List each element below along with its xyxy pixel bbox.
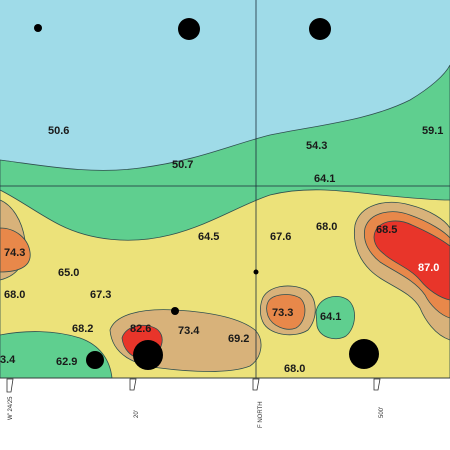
contour-band-87-right bbox=[373, 220, 450, 301]
contour-value-label: 73.3 bbox=[272, 307, 293, 319]
contour-value-label: 59.1 bbox=[422, 125, 443, 137]
contour-value-label: 64.5 bbox=[198, 231, 219, 243]
sample-marker-large bbox=[349, 339, 379, 369]
contour-band-64-lower-left bbox=[0, 331, 113, 379]
contour-value-label: 67.3 bbox=[90, 289, 111, 301]
contour-value-label: 87.0 bbox=[418, 262, 439, 274]
contour-value-label: 68.0 bbox=[316, 221, 337, 233]
contour-value-label: 64.1 bbox=[314, 173, 335, 185]
contour-value-label: 74.3 bbox=[4, 247, 25, 259]
contour-band-64-pocket bbox=[315, 296, 355, 340]
sample-marker-small bbox=[253, 269, 259, 275]
contour-value-label: 50.7 bbox=[172, 159, 193, 171]
sample-marker-small bbox=[171, 307, 179, 315]
axis-tick: W' 24/25 bbox=[6, 378, 14, 420]
contour-value-label: 68.2 bbox=[72, 323, 93, 335]
contour-value-label: 68.0 bbox=[4, 289, 25, 301]
sample-marker-medium bbox=[86, 351, 104, 369]
contour-value-label: 82.6 bbox=[130, 323, 151, 335]
sample-marker-large bbox=[133, 340, 163, 370]
contour-band-73-right-middle bbox=[266, 294, 306, 330]
contour-value-label: 68.0 bbox=[284, 363, 305, 375]
sample-marker-large bbox=[178, 18, 200, 40]
sample-marker-large bbox=[309, 18, 331, 40]
axis-tick-label: F NORTH bbox=[258, 401, 264, 428]
contour-value-label: 65.0 bbox=[58, 267, 79, 279]
contour-value-label: 69.2 bbox=[228, 333, 249, 345]
contour-band-73-left bbox=[0, 227, 31, 273]
contour-value-label: 3.4 bbox=[0, 354, 16, 366]
axis-tick-label: W' 24/25 bbox=[8, 396, 14, 420]
contour-value-label: 67.6 bbox=[270, 231, 291, 243]
sample-marker-small bbox=[34, 24, 42, 32]
axis-tick: 500' bbox=[373, 378, 385, 418]
axis-tick: 20' bbox=[129, 378, 140, 418]
axis-tick: F NORTH bbox=[252, 378, 264, 428]
contour-value-label: 64.1 bbox=[320, 311, 341, 323]
contour-value-label: 50.6 bbox=[48, 125, 69, 137]
axis-tick-label: 20' bbox=[134, 410, 140, 418]
contour-value-label: 62.9 bbox=[56, 356, 77, 368]
axis-tick-label: 500' bbox=[379, 407, 385, 418]
contour-value-label: 54.3 bbox=[306, 140, 327, 152]
contour-value-label: 73.4 bbox=[178, 325, 200, 337]
contour-value-label: 68.5 bbox=[376, 224, 397, 236]
